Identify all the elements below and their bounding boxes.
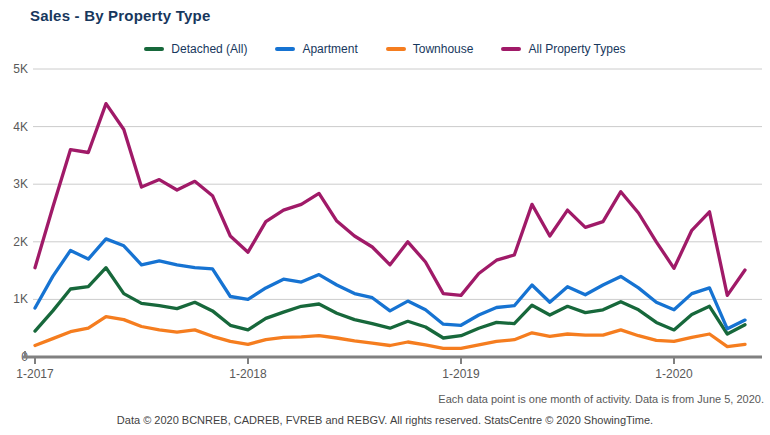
svg-text:1K: 1K (13, 292, 28, 306)
svg-text:4K: 4K (13, 120, 28, 134)
svg-text:2K: 2K (13, 235, 28, 249)
svg-text:1-2019: 1-2019 (442, 367, 480, 381)
svg-text:3K: 3K (13, 177, 28, 191)
page-title: Sales - By Property Type (30, 7, 210, 24)
legend-label: All Property Types (528, 42, 625, 56)
legend-item-detached: Detached (All) (144, 42, 247, 56)
svg-text:5K: 5K (13, 62, 28, 76)
legend-item-townhouse: Townhouse (386, 42, 474, 56)
legend-label: Detached (All) (171, 42, 247, 56)
legend-swatch-detached-icon (144, 47, 164, 51)
footnote-copyright: Data © 2020 BCNREB, CADREB, FVREB and RE… (0, 414, 770, 426)
legend-swatch-townhouse-icon (386, 47, 406, 51)
svg-text:1-2018: 1-2018 (229, 367, 267, 381)
legend-label: Townhouse (413, 42, 474, 56)
legend-swatch-apartment-icon (275, 47, 295, 51)
legend-label: Apartment (302, 42, 357, 56)
legend-swatch-all-property-types-icon (501, 47, 521, 51)
sales-line-chart: 01K2K3K4K5K1-20171-20181-20191-2020 (0, 0, 770, 435)
footnote-data-date: Each data point is one month of activity… (438, 393, 764, 405)
legend-item-apartment: Apartment (275, 42, 357, 56)
legend-item-all-property-types: All Property Types (501, 42, 625, 56)
svg-text:1-2020: 1-2020 (655, 367, 693, 381)
chart-legend: Detached (All) Apartment Townhouse All P… (0, 42, 770, 56)
svg-text:1-2017: 1-2017 (16, 367, 54, 381)
